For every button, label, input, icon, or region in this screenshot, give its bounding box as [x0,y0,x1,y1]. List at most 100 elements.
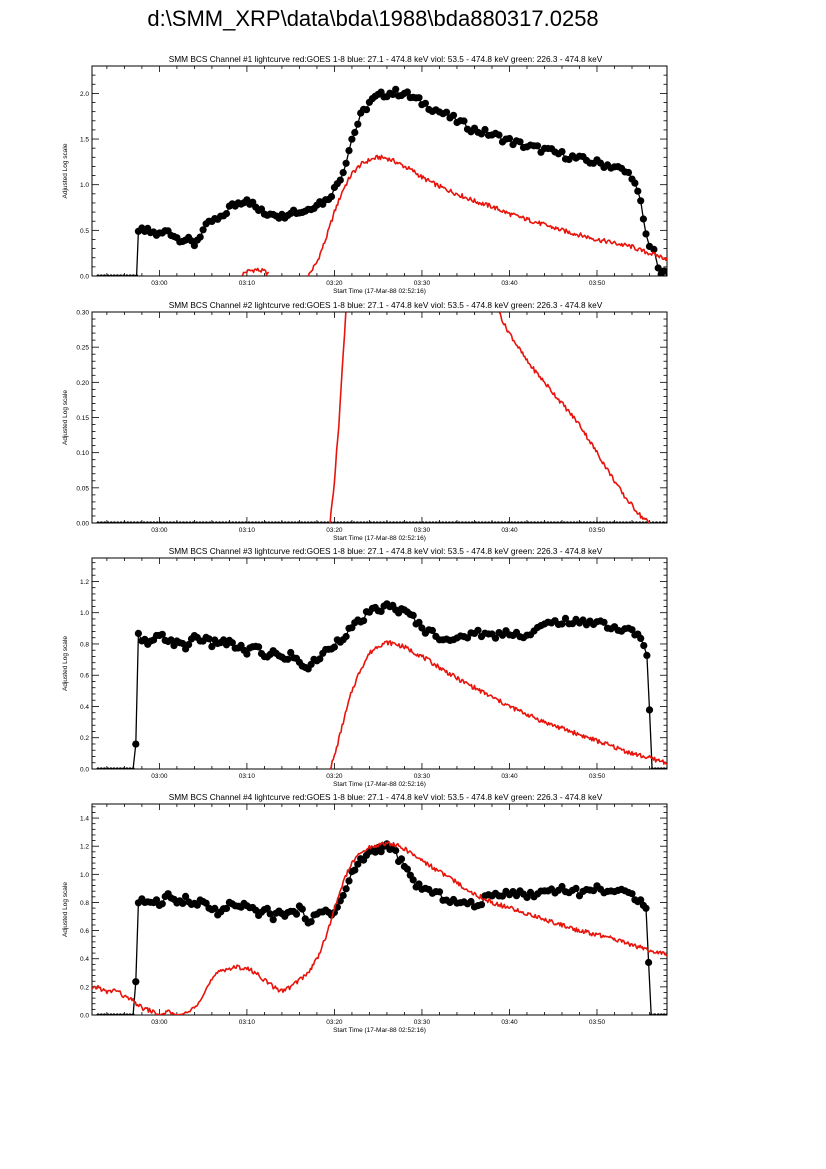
data-point [414,521,419,523]
y-tick-label: 0.4 [80,704,89,711]
data-point [165,521,169,523]
data-point [378,521,382,523]
data-point [319,521,323,523]
data-point [309,521,314,523]
y-tick-label: 0.0 [80,767,89,774]
data-point [198,521,202,523]
plot-frame [91,557,668,770]
data-point [247,521,251,523]
data-point [162,521,166,523]
data-point [131,274,135,276]
data-point [658,521,662,523]
data-point [415,618,423,627]
x-tick-label: 03:50 [589,1019,606,1026]
data-point [131,1013,135,1015]
data-point [409,611,417,620]
data-point [659,1013,663,1015]
y-tick-label: 0.10 [76,450,89,457]
data-point [495,131,503,139]
data-point [326,521,330,523]
data-point [178,521,182,523]
chart-panel-1: SMM BCS Channel #1 lightcurve red:GOES 1… [62,54,668,295]
data-point [106,767,110,769]
data-point [637,896,645,904]
y-tick-label: 1.0 [80,872,89,879]
x-tick-label: 03:10 [239,527,256,534]
data-point [661,521,666,523]
data-point [119,521,123,523]
data-point [662,767,666,769]
y-axis-label: Adjusted Log scale [62,143,69,198]
x-tick-label: 03:40 [501,527,518,534]
data-point [588,521,592,523]
data-point [481,125,489,134]
data-point [360,617,368,625]
plot-frame [91,803,668,1016]
data-point [99,1013,103,1015]
data-point [332,521,336,523]
data-point [125,1013,129,1015]
data-point [442,108,451,116]
data-point [222,904,231,913]
data-point [621,521,625,523]
data-point [99,521,103,523]
data-point [650,767,654,769]
data-point [631,179,639,187]
data-point [122,521,126,523]
data-point [600,618,608,626]
data-point [365,521,369,523]
data-point [109,274,113,276]
x-tick-label: 03:30 [414,773,431,780]
data-point [99,274,103,276]
y-tick-label: 0.00 [76,521,89,528]
data-point [257,521,261,523]
data-point [128,274,132,276]
y-tick-label: 1.0 [80,182,89,189]
data-point [579,521,583,523]
plot-frame [91,65,668,277]
data-point [552,521,556,523]
data-point [598,521,602,523]
y-tick-label: 0.20 [76,380,89,387]
x-tick-label: 03:30 [414,1019,431,1026]
data-point [96,767,100,769]
data-point [158,521,163,523]
data-point [179,639,187,648]
chart-data-area [96,85,667,276]
data-point [595,521,599,523]
data-point [516,521,520,523]
data-point [126,521,130,523]
data-point [254,521,258,523]
data-point [631,521,635,523]
data-point [292,910,301,918]
y-tick-label: 0.05 [76,485,89,492]
data-point [172,521,176,523]
data-point [558,620,566,628]
data-point [388,521,392,523]
data-point [395,521,399,523]
data-point [323,521,327,523]
data-point [116,521,120,523]
data-point [490,521,494,523]
data-point [152,521,156,523]
data-point [342,159,350,167]
chart-title: SMM BCS Channel #4 lightcurve red:GOES 1… [169,792,603,802]
data-point [227,521,231,523]
data-point [179,899,187,908]
data-point [397,855,406,863]
data-point [204,521,208,523]
data-point [336,176,344,184]
data-point [342,632,350,641]
data-point [375,521,379,523]
chart-panel-3: SMM BCS Channel #3 lightcurve red:GOES 1… [62,546,668,788]
data-point [480,521,484,523]
data-point [240,521,245,523]
data-point [168,521,172,523]
data-point [359,521,363,523]
data-point [234,521,238,523]
x-tick-label: 03:40 [501,280,518,287]
data-point [296,521,300,523]
data-point [115,767,119,769]
data-point [346,521,350,523]
x-tick-label: 03:20 [326,1019,343,1026]
